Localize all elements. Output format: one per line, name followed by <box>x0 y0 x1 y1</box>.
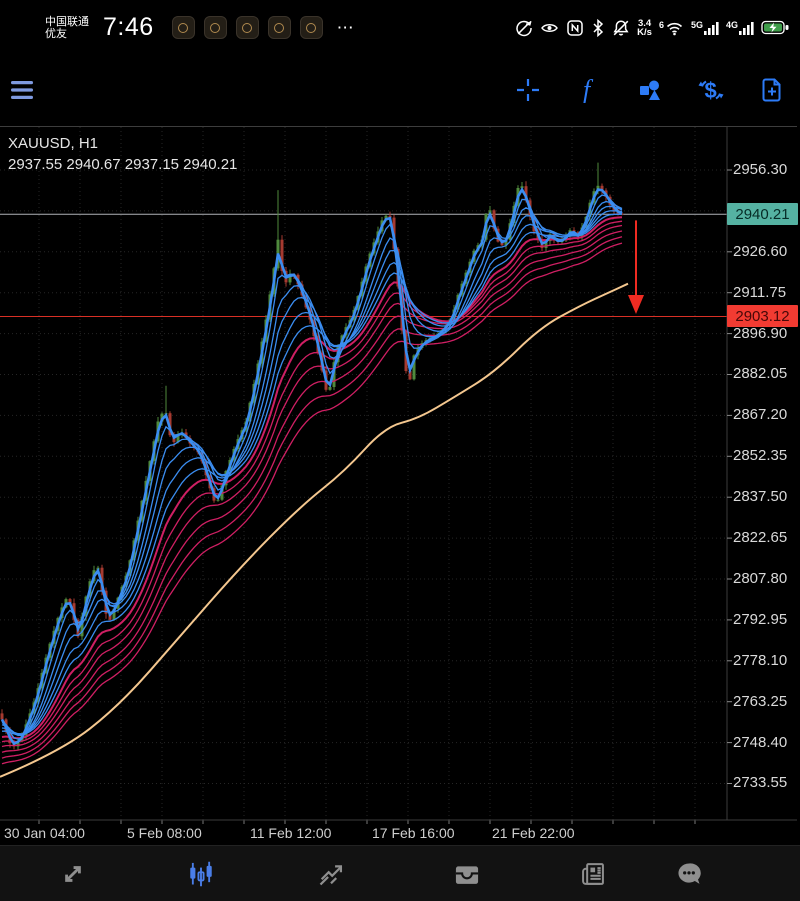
signal-5g-icon: 5G <box>691 20 719 35</box>
function-icon[interactable]: f <box>575 76 603 104</box>
network-speed: 3.4 K/s <box>637 17 652 38</box>
chart-area[interactable]: XAUUSD, H1 2937.55 2940.67 2937.15 2940.… <box>0 125 800 845</box>
wifi-icon: 6 <box>659 20 684 36</box>
bluetooth-icon <box>591 18 605 37</box>
price-tick-label: 2733.55 <box>733 774 788 792</box>
price-tick-label: 2852.35 <box>733 447 788 465</box>
svg-text:$: $ <box>705 78 717 103</box>
trade-dollar-icon[interactable]: $ <box>697 76 725 104</box>
nav-news-icon[interactable] <box>578 859 608 889</box>
sell-arrow-annotation <box>628 220 644 314</box>
price-tick-label: 2867.20 <box>733 406 788 424</box>
chart-symbol-label: XAUUSD, H1 <box>8 135 99 152</box>
clock: 7:46 <box>103 13 154 41</box>
nav-history-icon[interactable] <box>452 859 482 889</box>
eye-comfort-icon <box>540 19 559 37</box>
alert-price-badge: 2903.12 <box>727 305 798 328</box>
floating-app-shortcuts[interactable] <box>171 16 323 39</box>
carrier-label: 中国联通 优友 <box>45 15 89 40</box>
bottom-nav-bar <box>0 845 800 901</box>
price-tick-label: 2956.30 <box>733 161 788 178</box>
silent-icon <box>612 19 630 37</box>
price-tick-label: 2822.65 <box>733 529 788 547</box>
chart-toolbar: f $ <box>0 55 800 125</box>
time-tick-label: 11 Feb 12:00 <box>250 825 332 841</box>
fast-ema-ribbon <box>0 186 623 746</box>
more-apps-icon[interactable]: ⋯ <box>336 17 355 37</box>
app-shortcut-icon[interactable] <box>267 16 291 39</box>
slow-ma-line <box>0 282 629 778</box>
price-tick-label: 2926.60 <box>733 242 788 260</box>
price-tick-label: 2748.40 <box>733 733 788 751</box>
price-tick-label: 2882.05 <box>733 365 788 383</box>
time-tick-label: 21 Feb 22:00 <box>492 825 575 841</box>
nav-trade-icon[interactable] <box>316 859 346 889</box>
price-tick-label: 2807.80 <box>733 569 788 587</box>
auto-sync-icon <box>515 19 533 37</box>
status-bar: 中国联通 优友 7:46 ⋯ <box>0 0 800 55</box>
time-tick-label: 5 Feb 08:00 <box>127 825 202 841</box>
chart-ohlc-values: 2937.55 2940.67 2937.15 2940.21 <box>8 156 238 173</box>
signal-4g-icon: 4G <box>726 20 754 35</box>
time-tick-label: 30 Jan 04:00 <box>4 825 85 841</box>
crosshair-icon[interactable] <box>514 76 542 104</box>
app-shortcut-icon[interactable] <box>299 16 323 39</box>
nav-messages-icon[interactable] <box>674 859 704 889</box>
price-tick-label: 2911.75 <box>733 283 787 301</box>
time-tick-label: 17 Feb 16:00 <box>372 825 455 841</box>
slow-ema-ribbon <box>1 216 623 765</box>
chart-canvas[interactable] <box>0 125 800 850</box>
price-tick-label: 2763.25 <box>733 692 788 710</box>
current-price-badge: 2940.21 <box>727 203 798 226</box>
price-tick-label: 2792.95 <box>733 610 788 628</box>
nav-quotes-icon[interactable] <box>58 859 88 889</box>
price-tick-label: 2837.50 <box>733 488 788 506</box>
app-shortcut-icon[interactable] <box>171 16 195 39</box>
price-tick-label: 2778.10 <box>733 651 788 669</box>
svg-text:f: f <box>583 77 594 103</box>
new-chart-icon[interactable] <box>758 76 786 104</box>
menu-icon[interactable] <box>8 76 36 104</box>
chart-ohlc-overlay: XAUUSD, H1 2937.55 2940.67 2937.15 2940.… <box>8 133 237 175</box>
price-tick-label: 2896.90 <box>733 324 788 342</box>
app-shortcut-icon[interactable] <box>203 16 227 39</box>
nfc-icon <box>566 19 584 37</box>
nav-charts-icon[interactable] <box>186 859 216 889</box>
battery-charging-icon <box>761 20 790 35</box>
app-shortcut-icon[interactable] <box>235 16 259 39</box>
objects-icon[interactable] <box>636 76 664 104</box>
